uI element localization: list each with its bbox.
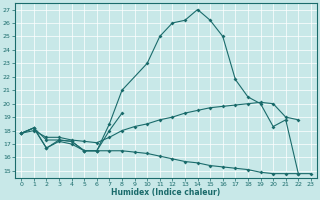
X-axis label: Humidex (Indice chaleur): Humidex (Indice chaleur) — [111, 188, 221, 197]
